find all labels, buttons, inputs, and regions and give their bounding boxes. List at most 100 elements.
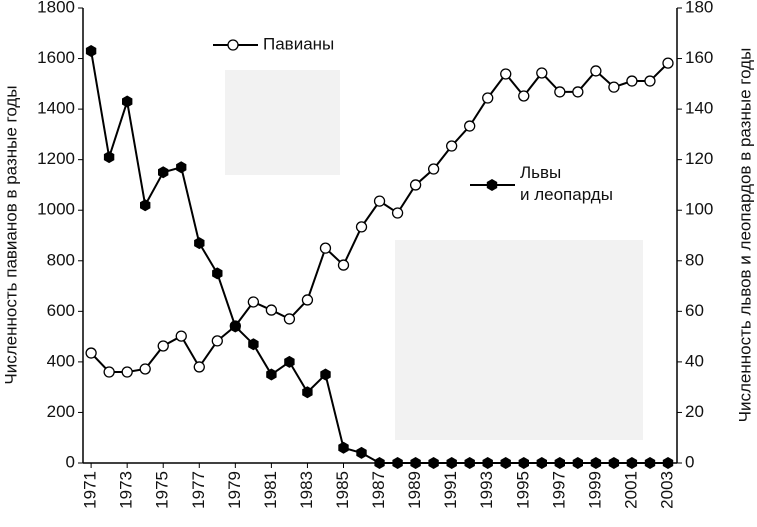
legend-marker xyxy=(227,39,239,51)
data-point xyxy=(662,457,674,469)
y-tick-label: 600 xyxy=(47,301,75,320)
data-point xyxy=(572,457,583,469)
data-point xyxy=(85,347,97,359)
data-point xyxy=(608,81,620,93)
data-point xyxy=(121,366,133,378)
y-tick-label: 1800 xyxy=(37,0,75,16)
data-point xyxy=(338,441,349,454)
y-tick-label: 800 xyxy=(47,250,75,269)
data-point xyxy=(536,67,548,79)
data-point xyxy=(427,163,440,175)
data-point xyxy=(644,457,656,469)
data-point xyxy=(662,57,674,69)
x-tick-label: 1989 xyxy=(405,471,424,509)
data-point xyxy=(265,304,278,316)
x-tick-label: 1979 xyxy=(225,471,244,509)
y-tick-label: 200 xyxy=(47,402,75,421)
y-tick-label: 400 xyxy=(47,351,75,370)
data-point xyxy=(302,386,313,399)
data-point xyxy=(446,457,457,469)
data-point xyxy=(644,75,656,87)
data-point xyxy=(374,457,385,469)
data-point xyxy=(500,68,512,80)
x-tick-label: 1973 xyxy=(117,471,136,509)
data-point xyxy=(409,179,422,191)
data-point xyxy=(320,368,331,381)
data-point xyxy=(230,320,241,333)
data-point xyxy=(283,313,296,325)
y2-tick-label: 100 xyxy=(685,200,713,219)
y2-tick-label: 160 xyxy=(685,48,713,67)
data-point xyxy=(626,75,638,87)
data-point xyxy=(428,457,439,469)
data-point xyxy=(464,120,476,132)
data-point xyxy=(122,95,133,108)
x-tick-label: 1993 xyxy=(477,471,496,509)
predators-image xyxy=(395,240,643,440)
data-point xyxy=(572,86,584,98)
data-point xyxy=(590,65,602,77)
y-tick-label: 1400 xyxy=(37,99,75,118)
data-point xyxy=(193,361,205,373)
y2-tick-label: 140 xyxy=(685,99,713,118)
baboon-image xyxy=(225,70,340,175)
legend-label: Львы и леопарды xyxy=(520,163,613,204)
data-point xyxy=(247,296,260,308)
y2-tick-label: 20 xyxy=(685,402,704,421)
data-point xyxy=(482,92,494,104)
data-point xyxy=(626,457,638,469)
y-tick-label: 1200 xyxy=(37,149,75,168)
data-point xyxy=(284,355,295,368)
data-point xyxy=(446,140,458,152)
data-point xyxy=(85,45,97,57)
data-point xyxy=(464,457,475,469)
data-point xyxy=(301,294,314,306)
x-tick-label: 1975 xyxy=(153,471,172,509)
data-point xyxy=(554,86,566,98)
data-point xyxy=(266,368,277,381)
y-axis-label: Численность павианов в разные годы xyxy=(1,85,20,384)
data-point xyxy=(518,457,529,469)
y2-tick-label: 120 xyxy=(685,149,713,168)
data-point xyxy=(590,457,602,469)
data-point xyxy=(608,457,620,469)
x-tick-label: 1995 xyxy=(513,471,532,509)
data-point xyxy=(211,335,223,347)
x-tick-label: 1977 xyxy=(189,471,208,509)
data-point xyxy=(392,457,403,469)
data-point xyxy=(356,446,367,459)
x-tick-label: 1991 xyxy=(441,471,460,509)
data-point xyxy=(319,242,332,254)
y-tick-label: 1600 xyxy=(37,48,75,67)
data-point xyxy=(194,237,205,250)
data-point xyxy=(482,457,493,469)
data-point xyxy=(536,457,547,469)
data-point xyxy=(500,457,511,469)
y-tick-label: 1000 xyxy=(37,200,75,219)
data-point xyxy=(248,338,259,351)
data-point xyxy=(176,161,187,174)
data-point xyxy=(337,259,350,271)
data-point xyxy=(391,207,404,219)
data-point xyxy=(355,221,368,233)
x-tick-label: 1997 xyxy=(549,471,568,509)
data-point xyxy=(554,457,565,469)
data-point xyxy=(139,363,151,375)
legend-marker xyxy=(486,179,498,191)
y2-tick-label: 80 xyxy=(685,250,704,269)
y2-tick-label: 180 xyxy=(685,0,713,16)
data-point xyxy=(212,267,223,280)
y2-tick-label: 0 xyxy=(685,452,694,471)
data-point xyxy=(410,457,421,469)
data-point xyxy=(373,195,386,207)
legend-label: Павианы xyxy=(263,34,334,53)
x-tick-label: 1987 xyxy=(369,471,388,509)
data-point xyxy=(103,366,115,378)
x-tick-label: 1999 xyxy=(585,471,604,509)
x-tick-label: 1983 xyxy=(297,471,316,509)
data-point xyxy=(518,90,530,102)
x-tick-label: 1985 xyxy=(333,471,352,509)
data-point xyxy=(158,166,169,179)
